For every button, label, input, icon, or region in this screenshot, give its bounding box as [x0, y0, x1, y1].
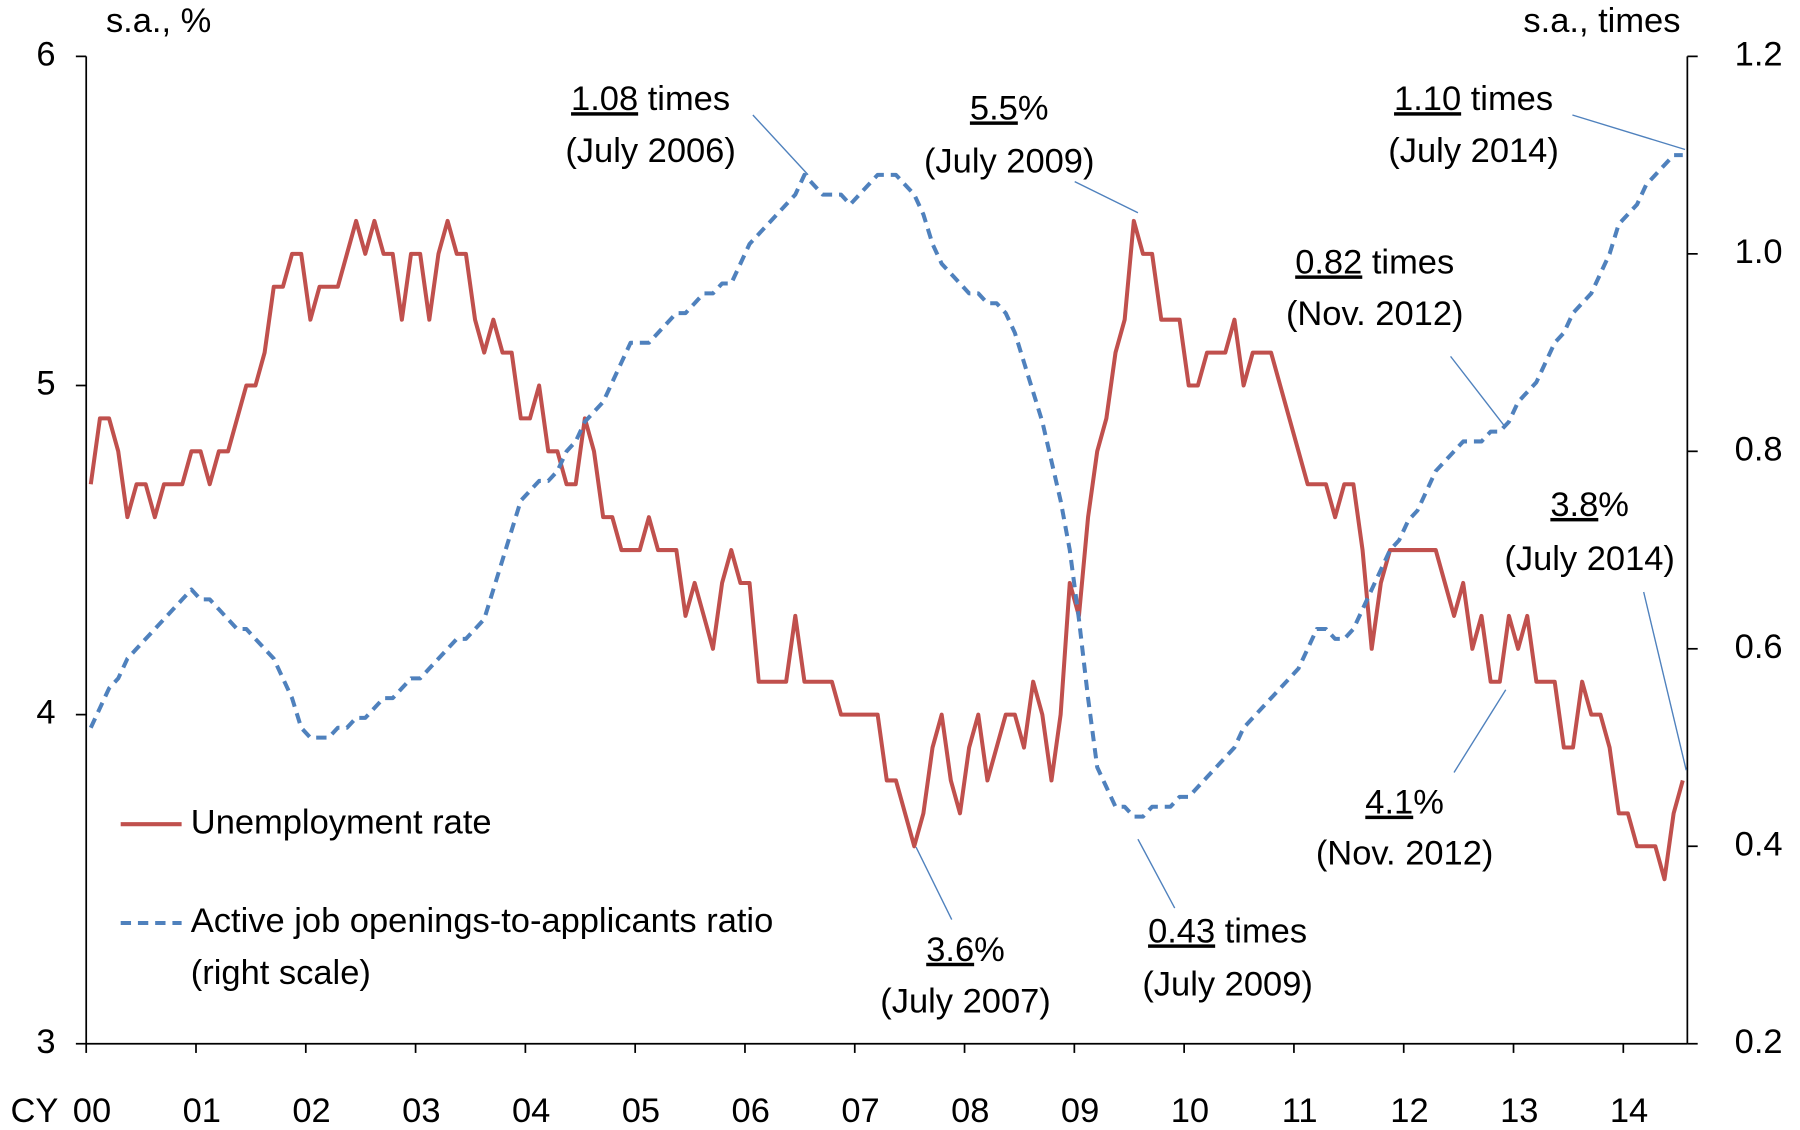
annotation-unit: % — [1413, 784, 1444, 822]
annotation-value: 1.10 — [1394, 80, 1461, 118]
annotation-value: 1.08 — [571, 80, 638, 118]
annotation-leader — [1572, 114, 1686, 151]
legend-note: (right scale) — [191, 954, 371, 992]
annotation-leader — [1643, 591, 1687, 771]
x-tick-label: 04 — [512, 1092, 550, 1130]
annotation-value: 3.6 — [926, 931, 974, 969]
annotation-leader — [752, 114, 809, 176]
annotation-date: (July 2009) — [1142, 965, 1313, 1003]
annotation-date: (July 2014) — [1388, 132, 1559, 170]
x-tick-label: 12 — [1390, 1092, 1428, 1130]
annotation: 0.82 times — [1295, 244, 1454, 282]
annotation-unit: times — [1215, 913, 1307, 951]
annotation-unit: % — [974, 931, 1005, 969]
annotation-date: (July 2014) — [1504, 540, 1675, 578]
y-tick-label: 3 — [36, 1023, 55, 1061]
annotation-unit: times — [638, 80, 730, 118]
series-line — [88, 218, 1685, 882]
legend-label: Active job openings-to-applicants ratio — [191, 902, 773, 940]
y-tick-label: 6 — [36, 35, 55, 73]
y-tick-label: 5 — [36, 365, 55, 403]
annotation-date: (July 2006) — [565, 132, 736, 170]
x-tick-label: 08 — [951, 1092, 989, 1130]
y-axis-label: s.a., % — [106, 2, 211, 40]
x-tick-label: 01 — [183, 1092, 221, 1130]
x-tick-label: 10 — [1171, 1092, 1209, 1130]
series-line — [88, 153, 1683, 819]
y2-tick-label: 0.6 — [1735, 628, 1783, 666]
x-tick-label: 14 — [1610, 1092, 1648, 1130]
y2-tick-label: 1.2 — [1735, 35, 1783, 73]
annotation-value: 0.82 — [1295, 244, 1362, 282]
annotation-value: 0.43 — [1148, 913, 1215, 951]
y2-tick-label: 0.4 — [1735, 825, 1783, 863]
annotation-leader — [1450, 355, 1507, 429]
annotation-date: (Nov. 2012) — [1316, 834, 1494, 872]
annotation-unit: % — [1598, 486, 1629, 524]
legend-label: Unemployment rate — [191, 803, 492, 841]
y2-axis-label: s.a., times — [1523, 2, 1680, 40]
x-tick-label: 09 — [1061, 1092, 1099, 1130]
annotation-unit: times — [1461, 80, 1553, 118]
x-tick-label: 05 — [622, 1092, 660, 1130]
annotation-unit: % — [1018, 90, 1049, 128]
x-tick-label: 00 — [73, 1092, 111, 1130]
x-tick-label: 03 — [402, 1092, 440, 1130]
annotation-value: 5.5 — [970, 90, 1018, 128]
y2-tick-label: 0.8 — [1735, 430, 1783, 468]
annotation-leader — [1453, 689, 1507, 773]
annotation-date: (July 2007) — [880, 983, 1051, 1021]
y-tick-label: 4 — [36, 694, 55, 732]
annotation-value: 4.1 — [1365, 784, 1413, 822]
annotation: 3.6% — [926, 931, 1005, 969]
annotation: 4.1% — [1365, 784, 1444, 822]
y2-tick-label: 1.0 — [1735, 233, 1783, 271]
annotation: 0.43 times — [1148, 913, 1307, 951]
annotation: 3.8% — [1550, 486, 1629, 524]
annotation-value: 3.8 — [1550, 486, 1598, 524]
x-tick-label: 07 — [841, 1092, 879, 1130]
x-tick-label: 13 — [1500, 1092, 1538, 1130]
annotation-date: (Nov. 2012) — [1286, 295, 1464, 333]
x-tick-label: 02 — [292, 1092, 330, 1130]
annotation: 5.5% — [970, 90, 1049, 128]
annotation-date: (July 2009) — [924, 142, 1095, 180]
annotation-unit: times — [1362, 244, 1454, 282]
y2-tick-label: 0.2 — [1735, 1023, 1783, 1061]
annotation-leader — [1137, 838, 1176, 909]
annotation: 1.08 times — [571, 80, 730, 118]
x-axis-label: CY — [11, 1092, 59, 1130]
annotation: 1.10 times — [1394, 80, 1553, 118]
annotation-leader — [1074, 181, 1139, 214]
x-tick-label: 11 — [1282, 1092, 1318, 1130]
annotation-leader — [915, 846, 953, 920]
x-tick-label: 06 — [732, 1092, 770, 1130]
